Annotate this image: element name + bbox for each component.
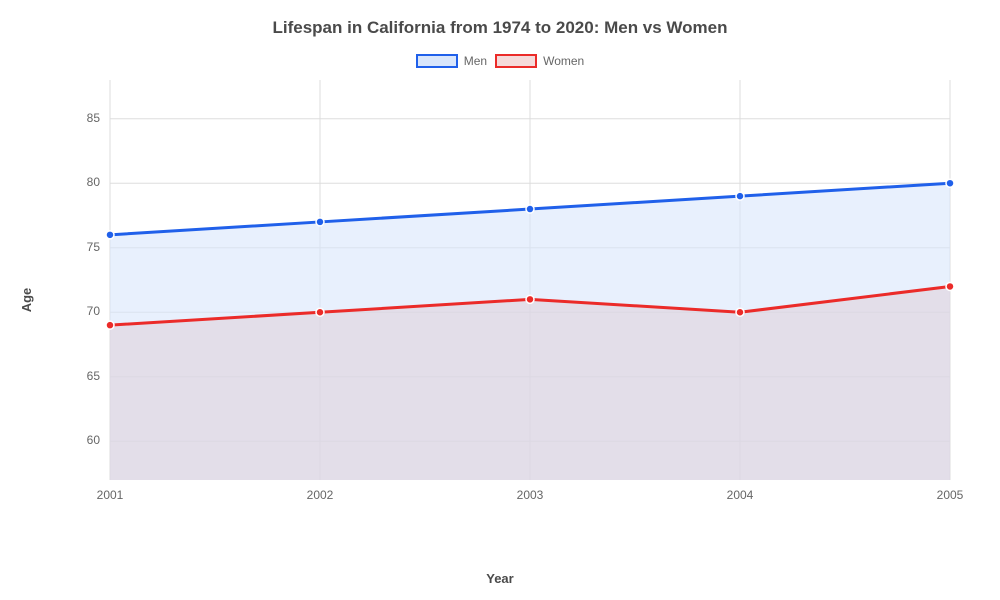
x-tick-label: 2003 [510, 488, 550, 502]
y-tick-label: 65 [87, 369, 100, 383]
legend-item-women[interactable]: Women [495, 54, 584, 68]
x-tick-label: 2005 [930, 488, 970, 502]
legend-label-men: Men [464, 54, 487, 68]
legend: Men Women [0, 54, 1000, 68]
x-tick-label: 2004 [720, 488, 760, 502]
legend-box-men [416, 54, 458, 68]
plot-area [70, 80, 970, 520]
y-tick-label: 80 [87, 175, 100, 189]
x-tick-label: 2001 [90, 488, 130, 502]
x-tick-label: 2002 [300, 488, 340, 502]
chart-title: Lifespan in California from 1974 to 2020… [0, 18, 1000, 38]
chart-container: Lifespan in California from 1974 to 2020… [0, 0, 1000, 600]
y-tick-label: 75 [87, 240, 100, 254]
y-tick-label: 85 [87, 111, 100, 125]
legend-label-women: Women [543, 54, 584, 68]
plot-svg [70, 80, 970, 520]
legend-item-men[interactable]: Men [416, 54, 487, 68]
y-axis-title: Age [19, 288, 34, 313]
y-tick-label: 60 [87, 433, 100, 447]
x-axis-title: Year [0, 571, 1000, 586]
y-tick-label: 70 [87, 304, 100, 318]
legend-box-women [495, 54, 537, 68]
